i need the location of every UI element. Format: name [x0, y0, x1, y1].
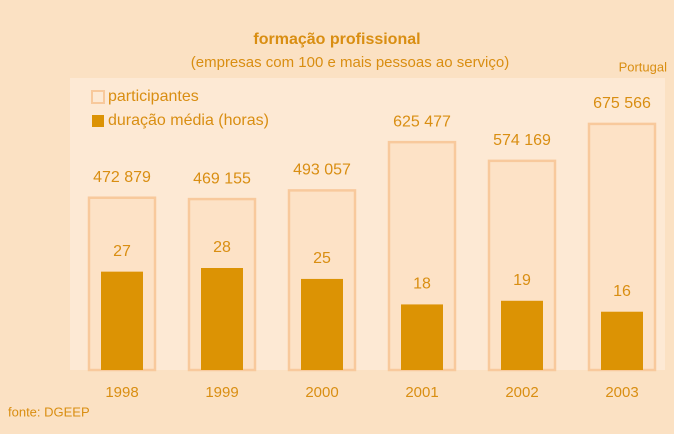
chart-subtitle: (empresas com 100 e mais pessoas ao serv… [191, 54, 509, 71]
source: fonte: DGEEP [8, 404, 90, 419]
data-label: 493 057 [293, 162, 351, 179]
x-tick-label: 1998 [105, 384, 138, 401]
data-label: 16 [613, 283, 631, 300]
data-label: 574 169 [493, 132, 551, 149]
bar [101, 271, 143, 370]
data-label: 18 [413, 276, 431, 293]
legend-swatch [91, 90, 105, 104]
data-label: 469 155 [193, 170, 251, 187]
data-label: 27 [113, 243, 131, 260]
x-tick-label: 2003 [605, 384, 638, 401]
data-label: 675 566 [593, 95, 651, 112]
data-label: 25 [313, 250, 331, 267]
annotation: Portugal [619, 59, 668, 74]
x-tick-label: 2000 [305, 384, 338, 401]
bar [601, 311, 643, 370]
legend-swatch [92, 115, 104, 127]
x-tick-label: 2001 [405, 384, 438, 401]
bar [501, 300, 543, 370]
bar [401, 304, 443, 370]
x-tick-label: 1999 [205, 384, 238, 401]
legend-label: participantes [108, 88, 199, 105]
data-label: 625 477 [393, 113, 451, 130]
bar [301, 278, 343, 370]
plot-area [70, 78, 665, 370]
data-label: 472 879 [93, 169, 151, 186]
data-label: 28 [213, 239, 231, 256]
legend-label: duração média (horas) [108, 112, 269, 129]
chart-title: formação profissional [253, 31, 420, 48]
data-label: 19 [513, 272, 531, 289]
bar [201, 268, 243, 370]
x-tick-label: 2002 [505, 384, 538, 401]
